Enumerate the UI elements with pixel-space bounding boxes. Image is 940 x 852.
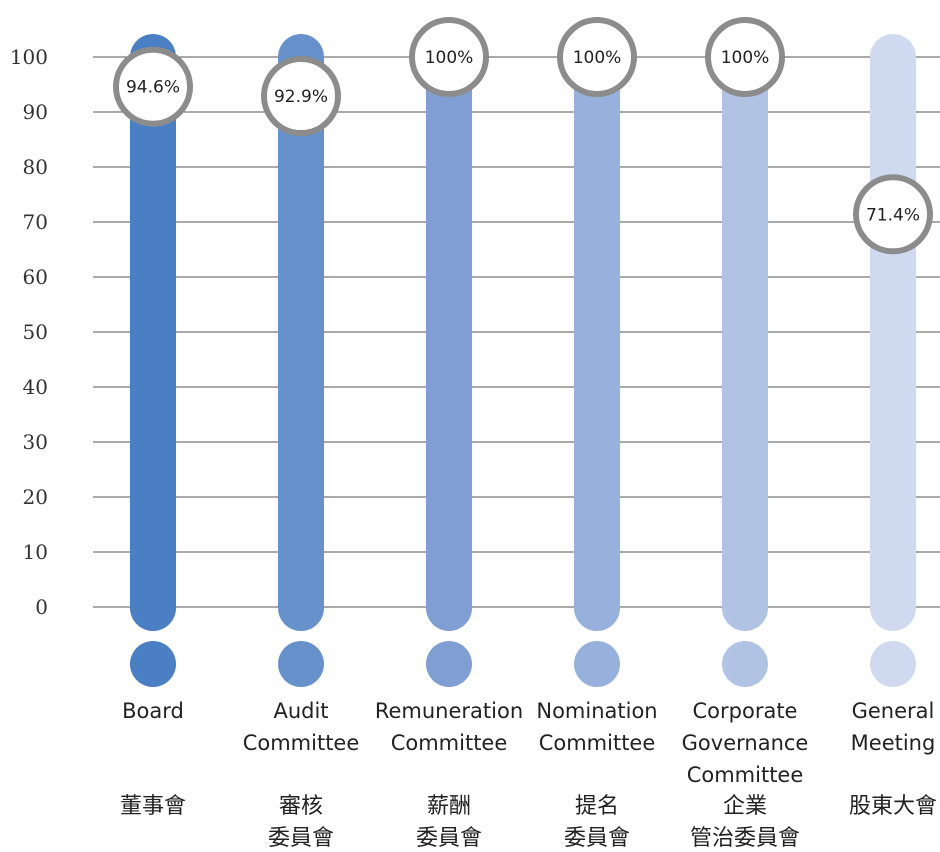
y-tick-label: 10: [23, 540, 48, 564]
category-label-en: Committee: [539, 731, 656, 755]
category-label-zh: 股東大會: [849, 794, 937, 819]
bar: [426, 34, 472, 631]
value-marker: 71.4%: [853, 174, 933, 255]
value-marker-ring: [261, 56, 341, 137]
bar: [574, 34, 620, 631]
category-label-en: Committee: [391, 731, 508, 755]
category-label-zh: 委員會: [416, 826, 482, 851]
category-label-en: Meeting: [851, 731, 936, 755]
category-label-en: Committee: [687, 763, 804, 787]
value-marker: 100%: [705, 17, 785, 97]
category-label-en: Remuneration: [375, 699, 523, 723]
data-label: 100%: [425, 48, 474, 68]
value-marker-ring: [409, 17, 489, 97]
y-tick-label: 20: [23, 485, 48, 509]
category-label-en: Governance: [682, 731, 809, 755]
y-tick-label: 80: [23, 155, 48, 179]
bar: [722, 34, 768, 631]
y-tick-label: 50: [23, 320, 48, 344]
y-tick-label: 40: [23, 375, 48, 399]
category-label-en: Audit: [273, 699, 328, 723]
data-label: 100%: [721, 48, 770, 68]
category-label: General Meeting 股東大會: [849, 699, 937, 819]
category-label-zh: 審核: [279, 794, 323, 819]
category-label-zh: 提名: [575, 794, 619, 819]
y-tick-label: 0: [35, 595, 48, 619]
bar: [278, 34, 324, 631]
category-label-zh: 委員會: [268, 826, 334, 851]
category-label-en: Committee: [243, 731, 360, 755]
y-tick-label: 30: [23, 430, 48, 454]
bar: [870, 34, 916, 631]
value-markers: 94.6% 92.9% 100% 100% 100% 71.4%: [113, 17, 933, 255]
gridlines: [93, 56, 940, 608]
value-marker-ring: [853, 174, 933, 255]
value-marker-ring: [113, 46, 193, 127]
data-label: 100%: [573, 48, 622, 68]
value-marker: 94.6%: [113, 46, 193, 127]
data-label: 94.6%: [126, 78, 180, 98]
y-axis-tick-labels: 0 10 20 30 40 50 60 70 80 90 100: [10, 45, 48, 619]
value-marker: 92.9%: [261, 56, 341, 137]
category-dot: [870, 641, 916, 687]
data-label: 92.9%: [274, 87, 328, 107]
category-label-en: Nomination: [536, 699, 657, 723]
category-dot: [722, 641, 768, 687]
y-tick-label: 60: [23, 265, 48, 289]
y-tick-label: 70: [23, 210, 48, 234]
category-dot: [574, 641, 620, 687]
category-label-zh: 董事會: [120, 794, 186, 819]
category-dots: [130, 641, 916, 687]
category-label-zh: 企業: [723, 794, 767, 819]
data-label: 71.4%: [866, 205, 920, 225]
category-dot: [130, 641, 176, 687]
category-label-en: Board: [122, 699, 184, 723]
category-dot: [426, 641, 472, 687]
category-label-en: Corporate: [693, 699, 798, 723]
category-label-zh: 委員會: [564, 826, 630, 851]
value-marker-ring: [705, 17, 785, 97]
category-label: Board 董事會: [120, 699, 186, 819]
y-tick-label: 90: [23, 100, 48, 124]
y-tick-label: 100: [10, 45, 48, 69]
value-marker: 100%: [409, 17, 489, 97]
value-marker-ring: [557, 17, 637, 97]
category-label-zh: 管治委員會: [690, 826, 800, 851]
category-dot: [278, 641, 324, 687]
category-label-zh: 薪酬: [427, 794, 471, 819]
value-marker: 100%: [557, 17, 637, 97]
bar: [130, 34, 176, 631]
category-label-en: General: [852, 699, 935, 723]
